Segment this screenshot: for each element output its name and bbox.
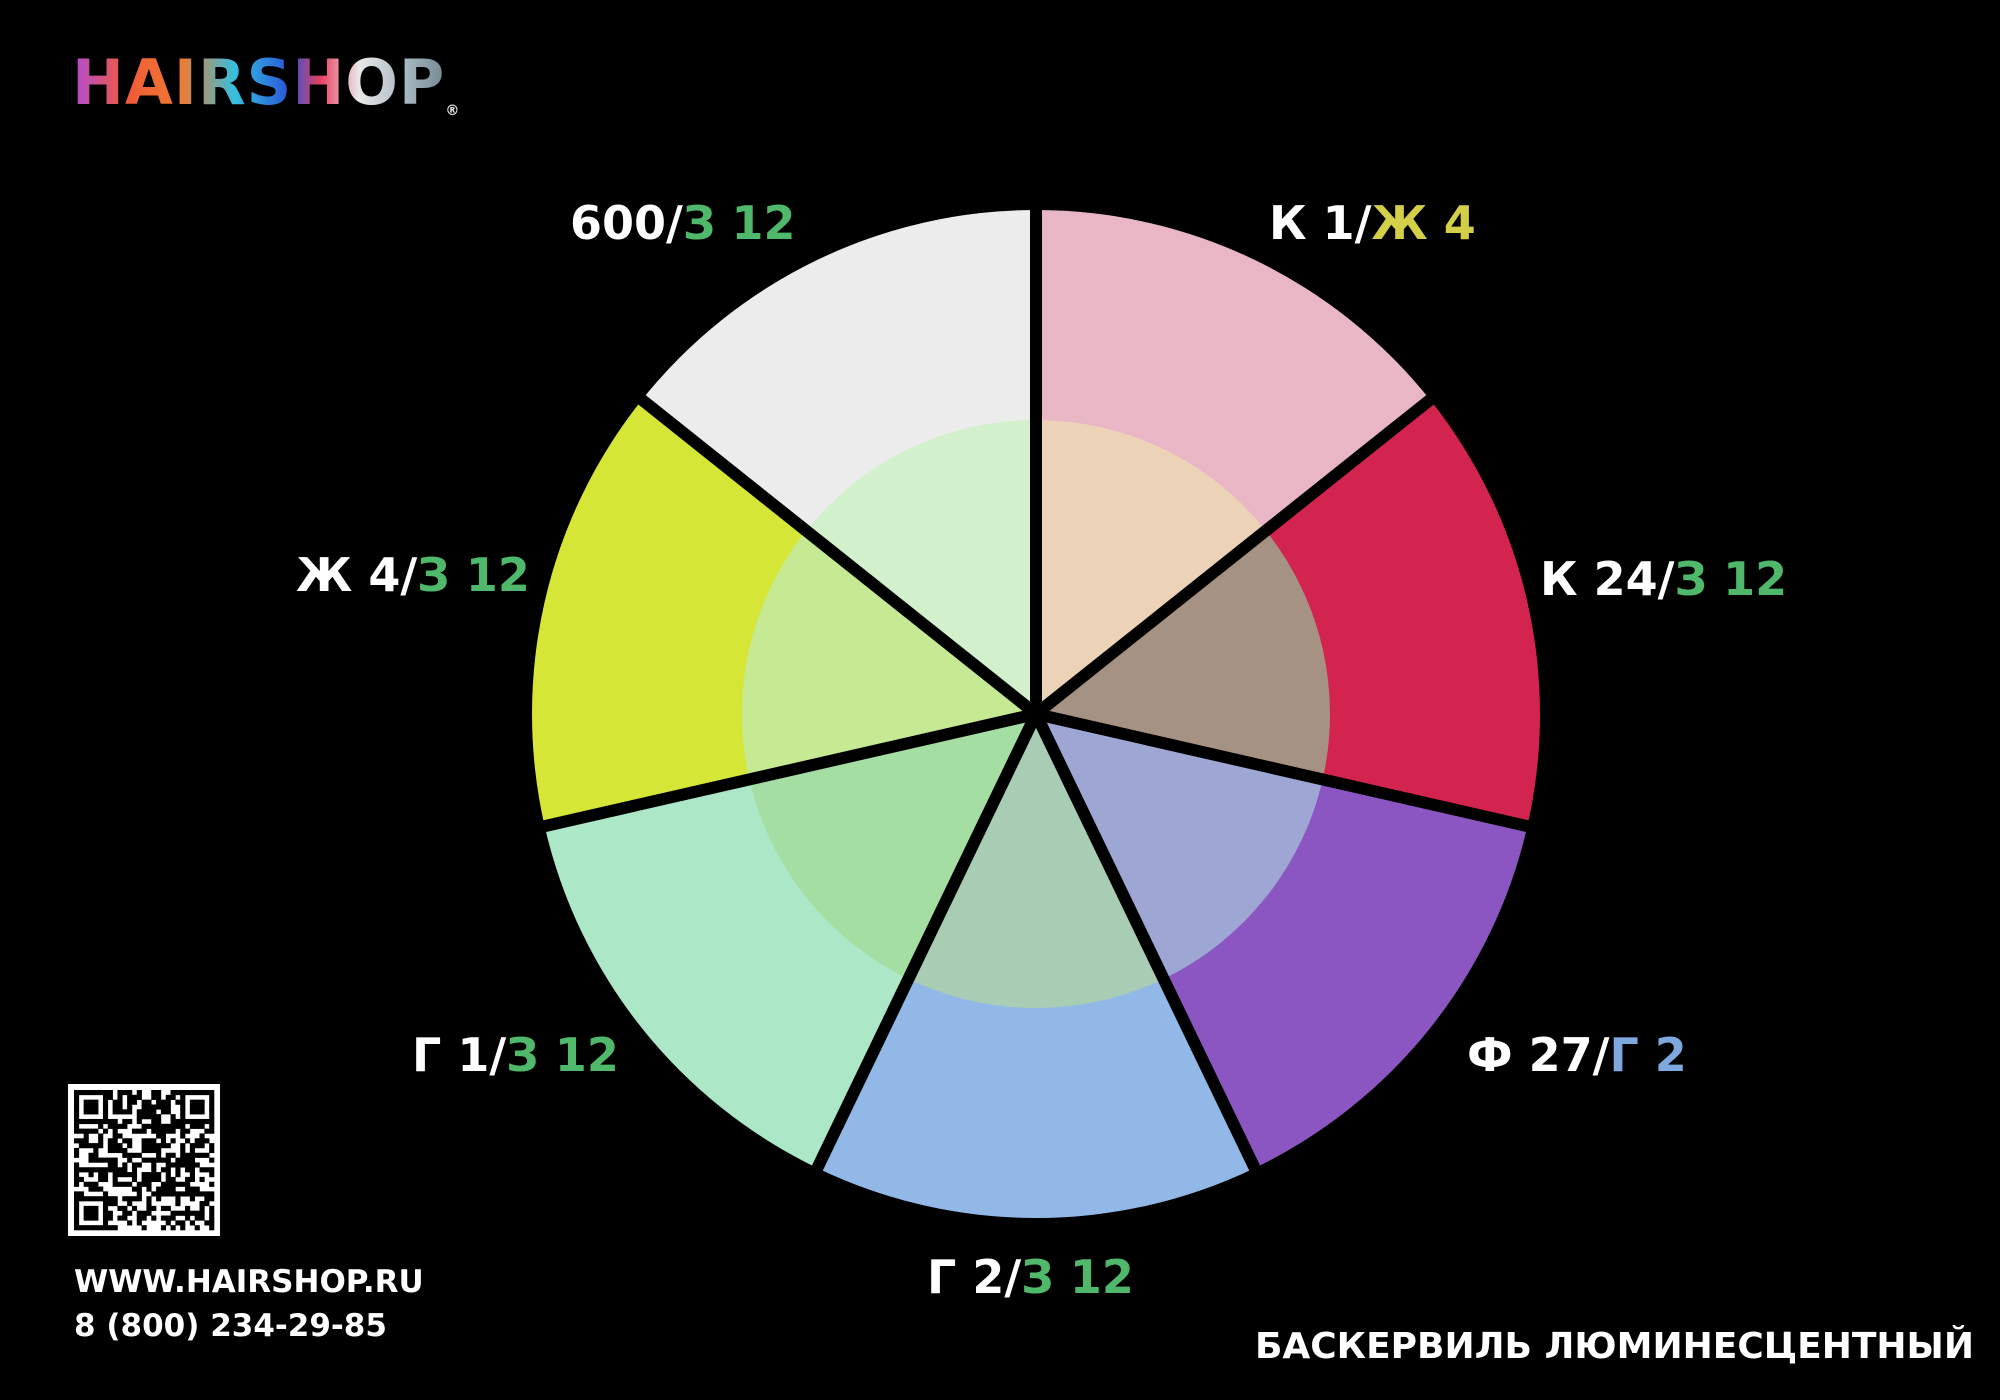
shade-label: 600/З 12 bbox=[570, 200, 796, 246]
shade-label: Г 2/З 12 bbox=[927, 1254, 1134, 1300]
segment-divider bbox=[809, 711, 1042, 1177]
shade-label-accent: З 12 bbox=[682, 196, 796, 250]
qr-code[interactable] bbox=[68, 1084, 220, 1236]
shade-label: Г 1/З 12 bbox=[412, 1032, 619, 1078]
shade-label-accent: З 12 bbox=[1674, 552, 1788, 606]
shade-label-accent: З 12 bbox=[1021, 1250, 1134, 1304]
segment-divider bbox=[1032, 391, 1439, 719]
shade-label: Ф 27/Г 2 bbox=[1467, 1032, 1687, 1078]
shade-label: К 1/Ж 4 bbox=[1269, 200, 1476, 246]
hairshop-logo: HAIRSHOP® bbox=[72, 46, 460, 119]
shade-label-main: Ф 27/ bbox=[1467, 1028, 1610, 1082]
website-link[interactable]: WWW.HAIRSHOP.RU bbox=[74, 1264, 424, 1300]
shade-label-accent: З 12 bbox=[506, 1028, 619, 1082]
wheel-segment-inner bbox=[908, 714, 1164, 1008]
segment-divider bbox=[633, 391, 1040, 719]
wheel-segment-inner bbox=[742, 530, 1036, 780]
shade-label-main: Ж 4/ bbox=[296, 548, 418, 602]
wheel-segment-inner bbox=[749, 714, 1036, 979]
wheel-segment-inner bbox=[1036, 420, 1266, 714]
wheel-segment-inner bbox=[806, 420, 1036, 714]
wheel-segment-inner bbox=[1036, 714, 1323, 979]
segment-divider bbox=[1030, 711, 1263, 1177]
shade-label-accent: З 12 bbox=[417, 548, 530, 602]
shade-label-main: Г 2/ bbox=[927, 1250, 1022, 1304]
wheel-segment-inner bbox=[1036, 530, 1330, 780]
shade-label-main: 600/ bbox=[570, 196, 683, 250]
registered-mark: ® bbox=[445, 103, 461, 119]
shade-label-main: Г 1/ bbox=[412, 1028, 507, 1082]
shade-label: Ж 4/З 12 bbox=[296, 552, 530, 598]
segment-divider bbox=[537, 708, 1038, 834]
product-title: БАСКЕРВИЛЬ ЛЮМИНЕСЦЕНТНЫЙ bbox=[1254, 1326, 1974, 1367]
shade-label-main: К 24/ bbox=[1540, 552, 1675, 606]
phone-number: 8 (800) 234-29-85 bbox=[74, 1308, 387, 1344]
shade-label-accent: Г 2 bbox=[1609, 1028, 1687, 1082]
shade-label-main: К 1/ bbox=[1269, 196, 1372, 250]
shade-label: К 24/З 12 bbox=[1540, 556, 1787, 602]
segment-divider bbox=[1034, 708, 1535, 834]
shade-label-accent: Ж 4 bbox=[1371, 196, 1476, 250]
